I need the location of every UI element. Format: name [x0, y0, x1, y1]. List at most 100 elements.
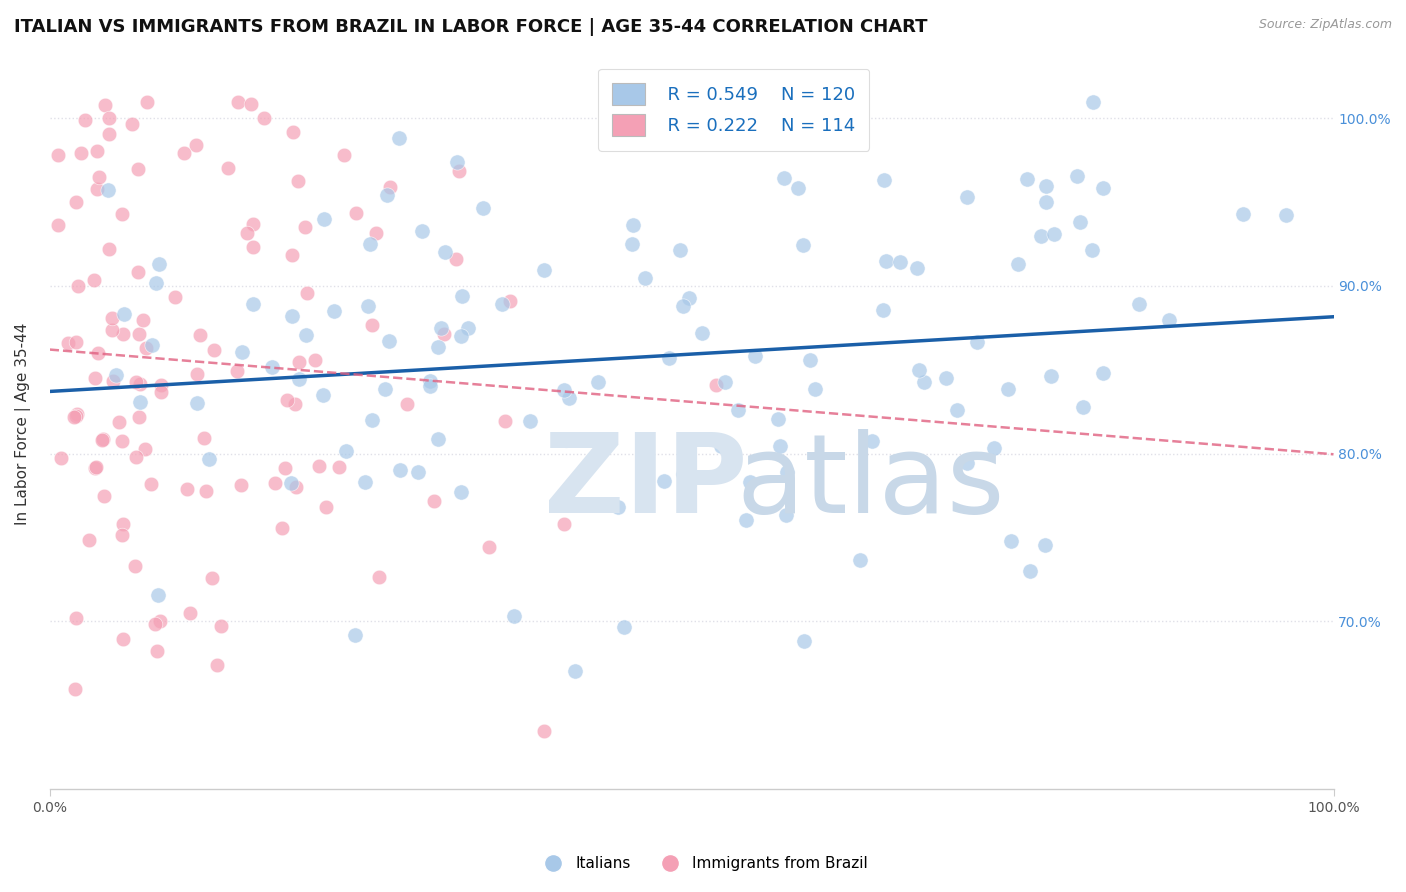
Point [889, 255, 911, 269]
Point [186, 367, 208, 381]
Point [193, 431, 215, 445]
Point [141, 477, 163, 491]
Point [308, 458, 330, 473]
Point [1128, 297, 1150, 311]
Point [205, 658, 228, 673]
Point [125, 375, 148, 389]
Point [713, 376, 735, 390]
Point [127, 265, 149, 279]
Point [776, 465, 799, 479]
Y-axis label: In Labor Force | Age 35-44: In Labor Force | Age 35-44 [15, 323, 31, 525]
Point [127, 162, 149, 177]
Point [333, 148, 356, 162]
Point [946, 403, 969, 417]
Point [533, 724, 555, 739]
Point [145, 277, 167, 291]
Point [90, 433, 112, 447]
Point [281, 309, 304, 323]
Point [280, 475, 302, 490]
Point [905, 260, 928, 275]
Point [194, 483, 217, 498]
Point [65, 334, 87, 349]
Point [46, 148, 69, 162]
Point [343, 628, 366, 642]
Point [740, 475, 762, 490]
Point [872, 302, 894, 317]
Point [395, 397, 418, 411]
Point [128, 376, 150, 391]
Point [66, 408, 89, 422]
Point [240, 97, 263, 112]
Point [433, 327, 456, 342]
Point [285, 480, 308, 494]
Point [450, 485, 472, 500]
Point [287, 174, 309, 188]
Point [672, 299, 695, 313]
Point [1000, 533, 1022, 548]
Point [262, 359, 284, 374]
Point [621, 218, 644, 232]
Point [276, 393, 298, 408]
Point [1066, 169, 1088, 183]
Point [225, 364, 247, 378]
Point [434, 244, 457, 259]
Point [150, 384, 173, 399]
Point [1031, 229, 1053, 244]
Text: Source: ZipAtlas.com: Source: ZipAtlas.com [1258, 18, 1392, 31]
Point [111, 207, 134, 221]
Point [263, 475, 285, 490]
Point [449, 164, 471, 178]
Point [727, 403, 749, 417]
Point [533, 263, 555, 277]
Point [613, 620, 636, 634]
Point [236, 226, 259, 240]
Point [150, 378, 173, 392]
Point [124, 559, 146, 574]
Point [772, 170, 794, 185]
Point [242, 297, 264, 311]
Point [111, 517, 134, 532]
Point [669, 244, 692, 258]
Point [1069, 215, 1091, 229]
Point [231, 477, 253, 491]
Point [1039, 368, 1062, 383]
Point [201, 571, 224, 585]
Point [997, 382, 1019, 396]
Point [586, 375, 609, 389]
Point [242, 240, 264, 254]
Point [419, 374, 441, 388]
Point [173, 146, 195, 161]
Point [294, 220, 316, 235]
Point [451, 288, 474, 302]
Point [146, 588, 169, 602]
Point [1042, 227, 1064, 242]
Point [491, 297, 513, 311]
Point [97, 243, 120, 257]
Point [111, 528, 134, 542]
Point [1035, 178, 1057, 193]
Point [100, 311, 122, 326]
Point [202, 343, 225, 357]
Point [634, 271, 657, 285]
Point [97, 128, 120, 142]
Point [423, 494, 446, 508]
Point [295, 328, 318, 343]
Point [315, 500, 337, 515]
Point [499, 294, 522, 309]
Point [94, 98, 117, 112]
Point [46, 218, 69, 232]
Point [135, 95, 157, 109]
Point [163, 290, 186, 304]
Point [775, 508, 797, 522]
Point [873, 173, 896, 187]
Point [288, 372, 311, 386]
Legend:   R = 0.549    N = 120,   R = 0.222    N = 114: R = 0.549 N = 120, R = 0.222 N = 114 [598, 69, 869, 151]
Point [66, 279, 89, 293]
Point [176, 482, 198, 496]
Point [56, 335, 79, 350]
Point [690, 326, 713, 341]
Point [427, 340, 450, 354]
Point [346, 205, 368, 219]
Point [378, 180, 401, 194]
Point [744, 349, 766, 363]
